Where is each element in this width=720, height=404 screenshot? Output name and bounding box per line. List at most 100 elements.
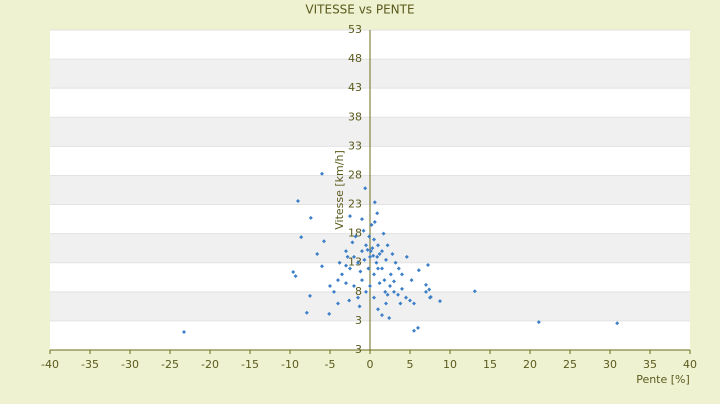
point (416, 325, 420, 330)
x-tick-label: -35 (81, 358, 99, 371)
point (344, 281, 348, 286)
point (304, 310, 309, 315)
point (427, 287, 432, 292)
point (404, 295, 408, 300)
point (327, 311, 332, 316)
y-tick-label: 18 (348, 227, 362, 240)
chart-title: VITESSE vs PENTE (305, 3, 414, 17)
x-tick-label: 0 (367, 358, 374, 371)
point (380, 266, 384, 271)
x-tick-label: 20 (523, 358, 537, 371)
point (380, 313, 384, 318)
point (393, 260, 398, 265)
point (374, 260, 379, 265)
point (360, 249, 364, 254)
point (360, 278, 364, 283)
x-tick-label: -25 (161, 358, 179, 371)
point (382, 278, 387, 283)
point (387, 316, 392, 320)
point (385, 292, 390, 297)
point (377, 252, 382, 256)
point (293, 274, 298, 279)
point (409, 278, 414, 283)
point (182, 329, 186, 334)
point (368, 284, 372, 288)
point (340, 272, 344, 277)
point (424, 282, 428, 287)
point (357, 304, 362, 309)
point (400, 272, 404, 277)
point (390, 252, 395, 256)
point (320, 171, 324, 176)
point (299, 235, 304, 240)
point (376, 307, 380, 312)
point (366, 266, 371, 271)
x-tick-label: -15 (241, 358, 259, 371)
point (367, 234, 372, 239)
point (348, 214, 352, 219)
point (376, 266, 380, 271)
point (398, 301, 403, 306)
x-tick-label: 15 (483, 358, 497, 371)
x-tick-label: 10 (443, 358, 457, 371)
point (332, 289, 336, 294)
point (352, 254, 356, 259)
point (361, 228, 366, 233)
point (384, 257, 388, 262)
point (375, 211, 380, 216)
point (308, 293, 312, 298)
point (372, 220, 377, 224)
point (396, 292, 400, 297)
x-tick-label: 30 (603, 358, 617, 371)
point (363, 186, 368, 191)
point (404, 254, 409, 259)
point (344, 263, 348, 268)
point (344, 249, 348, 254)
point (315, 252, 320, 256)
point (424, 289, 428, 294)
y-tick-label: 23 (348, 198, 362, 211)
point (347, 298, 352, 303)
point (337, 260, 342, 265)
point (365, 247, 370, 252)
point (376, 243, 380, 248)
point (328, 284, 332, 288)
point (392, 289, 396, 294)
y-axis-title: Vitesse [km/h] (333, 150, 346, 230)
point (370, 246, 375, 251)
point (408, 298, 412, 303)
point (426, 263, 430, 268)
x-tick-label: 25 (563, 358, 577, 371)
point (381, 231, 386, 236)
point (353, 234, 358, 239)
y-tick-label: 8 (355, 285, 362, 298)
y-tick-label: 43 (348, 81, 362, 94)
point (385, 243, 390, 248)
point (392, 279, 396, 284)
point (348, 266, 352, 271)
x-tick-label: 5 (407, 358, 414, 371)
y-tick-label: 33 (348, 139, 362, 152)
y-tick-label: 3 (355, 314, 362, 327)
x-tick-label: 40 (683, 358, 697, 371)
point (322, 239, 326, 244)
x-tick-label: 35 (643, 358, 657, 371)
point (356, 260, 360, 265)
point (308, 215, 313, 220)
point (428, 295, 432, 300)
point (371, 253, 376, 258)
x-tick-label: -40 (41, 358, 59, 371)
point (472, 289, 477, 294)
x-tick-label: -30 (121, 358, 139, 371)
point (352, 284, 356, 288)
point (369, 222, 374, 227)
y-tick-label: 13 (348, 256, 362, 269)
point (396, 266, 401, 271)
point (377, 281, 382, 286)
y-tick-label: 28 (348, 168, 362, 181)
point (438, 299, 442, 304)
point (364, 289, 368, 294)
y-tick-label: 48 (348, 52, 362, 65)
